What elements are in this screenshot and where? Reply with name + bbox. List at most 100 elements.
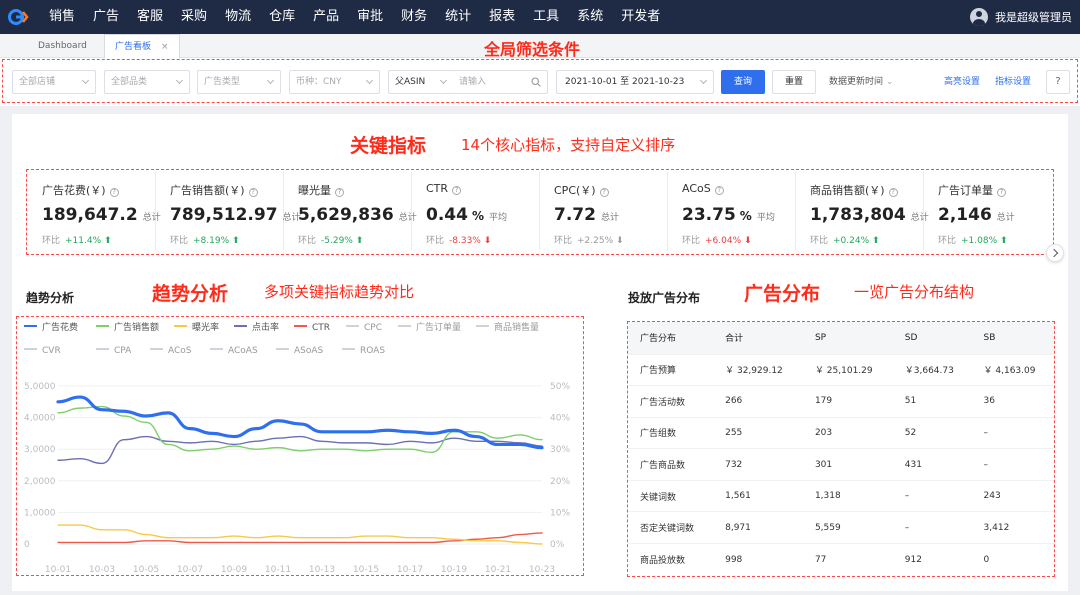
table-cell: 广告预算 [628, 353, 714, 386]
table-cell: 52 [892, 416, 972, 449]
info-icon: ? [888, 188, 898, 197]
kpi-card[interactable]: 广告花费(￥)? 189,647.2 总计 环比 +11.4% ⬆ [28, 172, 161, 250]
legend-item[interactable]: 广告订单量 [398, 322, 461, 334]
search-input[interactable]: 请输入 [453, 70, 548, 94]
y-right-tick: 20% [550, 477, 570, 487]
category-select[interactable]: 全部品类 [104, 70, 190, 94]
legend-swatch [210, 348, 223, 350]
kpi-card[interactable]: CTR? 0.44% 平均 环比 -8.33% ⬇ [412, 172, 540, 250]
legend-item[interactable]: CPC [346, 322, 382, 334]
kpi-highlight-box [26, 169, 1054, 255]
distribution-highlight-box [627, 321, 1055, 577]
query-button[interactable]: 查询 [721, 70, 765, 94]
x-tick: 10-01 [45, 565, 71, 575]
help-icon[interactable]: ? [1046, 70, 1070, 94]
legend-item[interactable]: CVR [24, 345, 61, 357]
table-cell: 77 [802, 543, 893, 576]
table-cell: ￥3,664.73 [892, 353, 972, 386]
kpi-card[interactable]: CPC(￥)? 7.72 总计 环比 +2.25% ⬇ [540, 172, 668, 250]
table-row: 关键词数 1,561 1,318–243 [628, 479, 1054, 512]
nav-item-13[interactable]: 开发者 [621, 9, 661, 24]
nav-item-1[interactable]: 广告 [93, 9, 120, 24]
x-tick: 10-17 [397, 565, 423, 575]
ad-type-select[interactable]: 广告类型 [197, 70, 281, 94]
nav-item-6[interactable]: 产品 [313, 9, 340, 24]
legend-item[interactable]: 广告销售额 [96, 322, 159, 334]
table-cell: 8,971 [713, 511, 803, 544]
user-menu[interactable]: 我是超级管理员 [970, 0, 1072, 34]
legend-swatch [398, 325, 411, 327]
nav-item-5[interactable]: 仓库 [269, 9, 296, 24]
table-cell: 912 [892, 543, 972, 576]
kpi-card[interactable]: 广告销售额(￥)? 789,512.97 总计 环比 +8.19% ⬆ [156, 172, 301, 250]
nav-item-12[interactable]: 系统 [577, 9, 604, 24]
legend-item[interactable]: 曝光率 [174, 322, 219, 334]
kpi-title: CTR? [426, 182, 462, 195]
user-name[interactable]: 我是超级管理员 [995, 11, 1072, 24]
shop-select[interactable]: 全部店铺 [12, 70, 96, 94]
currency-select[interactable]: 币种：CNY [289, 70, 380, 94]
avatar[interactable] [970, 8, 988, 26]
table-cell: 1,561 [713, 479, 803, 512]
nav-item-11[interactable]: 工具 [533, 9, 560, 24]
trend-annotation: 趋势分析 [152, 283, 229, 305]
search-icon[interactable] [531, 77, 541, 87]
y-left-tick: 3,0000 [24, 445, 56, 455]
tab-ad-board[interactable]: 广告看板 × [104, 34, 180, 58]
brand-logo-icon[interactable] [0, 0, 40, 34]
metric-settings-link[interactable]: 指标设置 [995, 77, 1032, 87]
trend-line-chart: 0 1,0000 2,0000 3,0000 4,0000 5,0000 0% 10% 20% 3… [24, 382, 570, 575]
kpi-card[interactable]: 广告订单量? 2,146 总计 环比 +1.08% ⬆ [924, 172, 1052, 250]
kpi-card[interactable]: 商品销售额(￥)? 1,783,804 总计 环比 +0.24% ⬆ [796, 172, 929, 250]
legend-item[interactable]: ROAS [342, 345, 385, 357]
kpi-change: 环比 +6.04% ⬇ [682, 236, 752, 246]
nav-item-2[interactable]: 客服 [137, 9, 164, 24]
legend-item[interactable]: CTR [294, 322, 330, 334]
x-tick: 10-03 [89, 565, 115, 575]
nav-item-7[interactable]: 审批 [357, 9, 384, 24]
y-right-tick: 0% [550, 540, 565, 550]
filter-bar: 全部店铺 全部品类 广告类型 币种：CNY 父ASIN 请输入 2021-10-… [0, 58, 1080, 106]
reset-button[interactable]: 重置 [772, 70, 816, 94]
asin-type-select[interactable]: 父ASIN [388, 70, 454, 94]
legend-item[interactable]: 商品销售量 [476, 322, 539, 334]
nav-item-9[interactable]: 统计 [445, 9, 472, 24]
column-header: SD [892, 322, 972, 354]
nav-item-4[interactable]: 物流 [225, 9, 252, 24]
distribution-annotation: 广告分布 [744, 283, 821, 305]
legend-item[interactable]: ACoAS [210, 345, 258, 357]
y-right-tick: 50% [550, 382, 570, 392]
tab-dashboard[interactable]: Dashboard [38, 41, 87, 51]
main-nav: 销售 广告 客服 采购 物流 仓库 产品 审批 财务 统计 报表 工具 系统 开发者 [40, 0, 669, 34]
update-time-select[interactable]: 数据更新时间 ⌄ [829, 77, 894, 87]
kpi-title: 广告销售额(￥)? [170, 182, 258, 198]
legend-item[interactable]: 广告花费 [24, 322, 78, 334]
series-line [57, 532, 543, 544]
x-tick: 10-19 [441, 565, 467, 575]
table-cell: 243 [971, 479, 1054, 512]
nav-item-10[interactable]: 报表 [489, 9, 516, 24]
info-icon: ? [452, 186, 462, 195]
info-icon: ? [109, 188, 119, 197]
table-row: 广告商品数 732 301 431– [628, 448, 1054, 481]
legend-swatch [174, 325, 187, 327]
legend-item[interactable]: ACoS [150, 345, 192, 357]
date-range-picker[interactable]: 2021-10-01 至 2021-10-23 [556, 70, 714, 94]
nav-item-3[interactable]: 采购 [181, 9, 208, 24]
legend-item[interactable]: ASoAS [276, 345, 323, 357]
legend-swatch [24, 325, 37, 327]
close-icon[interactable]: × [161, 42, 169, 52]
chevron-right-icon[interactable] [1046, 244, 1064, 262]
table-cell: 998 [713, 543, 803, 576]
info-icon: ? [714, 186, 724, 195]
kpi-card[interactable]: 曝光量? 5,629,836 总计 环比 -5.29% ⬆ [284, 172, 417, 250]
legend-item[interactable]: 点击率 [234, 322, 279, 334]
kpi-title: 广告花费(￥)? [42, 182, 119, 198]
legend-item[interactable]: CPA [96, 345, 131, 357]
table-cell: – [971, 416, 1054, 449]
nav-item-0[interactable]: 销售 [49, 9, 76, 24]
kpi-annotation-sub: 14个核心指标，支持自定义排序 [461, 136, 676, 154]
highlight-settings-link[interactable]: 高亮设置 [944, 77, 981, 87]
nav-item-8[interactable]: 财务 [401, 9, 428, 24]
kpi-card[interactable]: ACoS? 23.75% 平均 环比 +6.04% ⬇ [668, 172, 796, 250]
